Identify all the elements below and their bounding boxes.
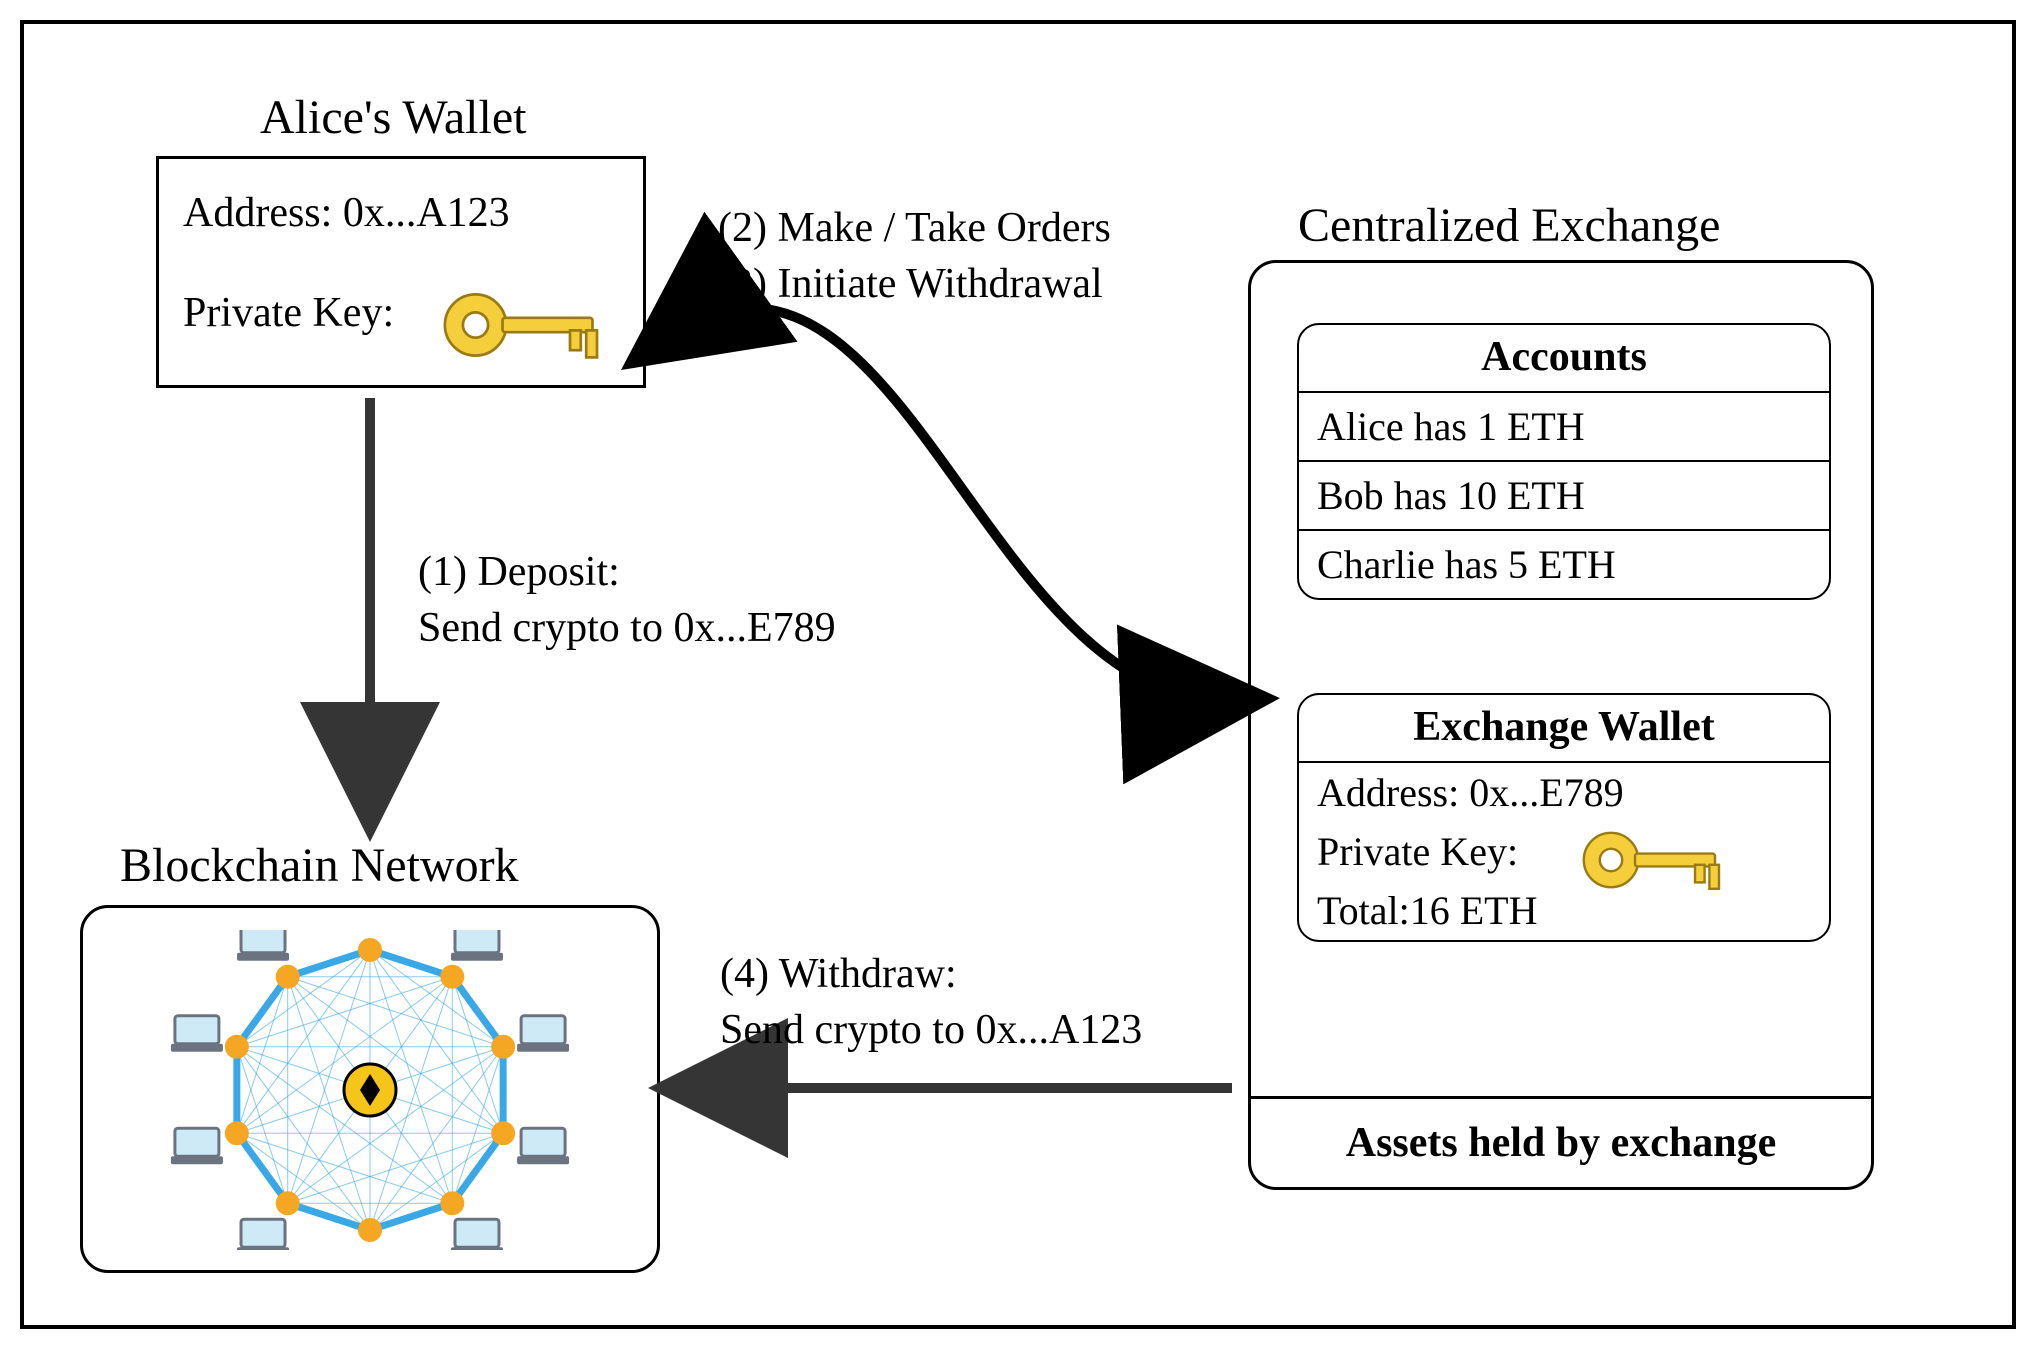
label-orders-1: (2) Make / Take Orders [718, 204, 1111, 252]
label-deposit-1: (1) Deposit: [418, 548, 620, 596]
label-withdraw-2: Send crypto to 0x...A123 [720, 1006, 1142, 1054]
label-withdraw-1: (4) Withdraw: [720, 950, 957, 998]
label-deposit-2: Send crypto to 0x...E789 [418, 604, 836, 652]
label-orders-2: (3) Initiate Withdrawal [718, 260, 1103, 308]
arrows-layer [0, 0, 2040, 1353]
